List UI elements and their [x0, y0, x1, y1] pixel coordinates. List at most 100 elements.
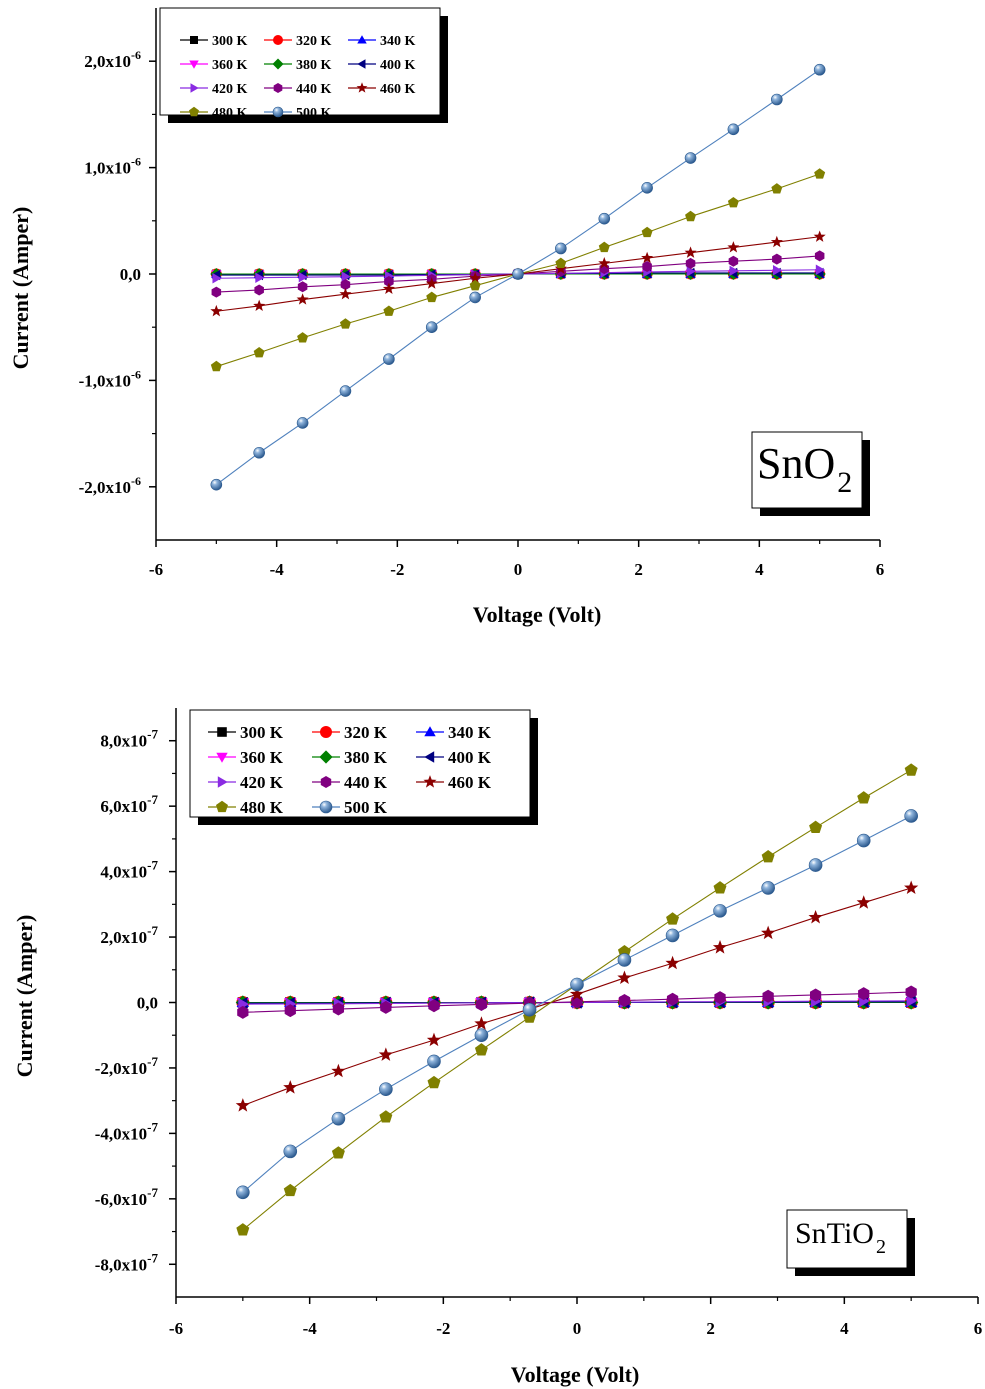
- y-tick-exponent: -7: [147, 1250, 158, 1265]
- y-tick-exponent: -7: [147, 1054, 158, 1069]
- data-point: [598, 241, 610, 253]
- data-point: [761, 925, 776, 940]
- legend-marker: [320, 726, 332, 738]
- data-point: [617, 953, 632, 967]
- y-tick-label: 0,0: [120, 265, 141, 284]
- legend-marker: [356, 82, 368, 93]
- sample-label-box: [751, 431, 863, 509]
- y-tick-exponent: -7: [147, 1185, 158, 1200]
- sample-subscript: 2: [876, 1236, 886, 1258]
- legend-item: 380 K: [312, 748, 388, 767]
- x-tick-label: -2: [436, 1319, 450, 1338]
- data-point: [212, 273, 222, 284]
- legend-label: 500 K: [344, 798, 388, 817]
- y-tick-exponent: -6: [131, 155, 141, 169]
- data-point: [340, 279, 351, 291]
- legend-marker: [190, 83, 199, 93]
- data-point: [713, 904, 727, 918]
- data-point: [253, 299, 266, 312]
- legend-label: 300 K: [212, 34, 248, 49]
- x-tick-label: 4: [755, 560, 764, 579]
- x-tick-label: 4: [840, 1319, 849, 1338]
- data-point: [684, 246, 697, 258]
- y-tick-label: -6,0x10-7: [95, 1185, 159, 1209]
- data-point: [904, 763, 918, 776]
- sample-label-box: [786, 1209, 908, 1269]
- legend-label: 360 K: [212, 58, 248, 73]
- legend-item: 440 K: [264, 82, 332, 97]
- legend-marker: [273, 35, 283, 45]
- legend-item: 460 K: [348, 82, 416, 97]
- data-point: [284, 1004, 296, 1018]
- data-point: [339, 385, 352, 397]
- sample-subscript: 2: [837, 466, 852, 499]
- x-tick-label: 6: [974, 1319, 983, 1338]
- data-point: [813, 63, 826, 76]
- legend-item: 300 K: [208, 723, 284, 742]
- data-point: [469, 279, 481, 291]
- series-points-440k: [237, 985, 917, 1019]
- data-point: [685, 210, 697, 222]
- legend-marker: [424, 726, 436, 737]
- legend-label: 480 K: [240, 798, 284, 817]
- data-point: [427, 1054, 441, 1069]
- data-point: [771, 183, 783, 194]
- legend-marker: [357, 35, 367, 44]
- data-point: [296, 417, 309, 429]
- data-point: [474, 1016, 489, 1030]
- x-tick-label: -4: [270, 560, 285, 579]
- data-point: [253, 446, 265, 459]
- x-tick-label: -4: [303, 1319, 318, 1338]
- legend-label: 440 K: [344, 773, 388, 792]
- data-point: [771, 93, 783, 106]
- legend-label: 380 K: [344, 748, 388, 767]
- legend-item: 380 K: [264, 58, 332, 73]
- legend-label: 400 K: [380, 58, 416, 73]
- y-tick-label: -1,0x10-6: [79, 367, 141, 390]
- legend-item: 400 K: [348, 58, 416, 73]
- y-tick-mantissa: 2,0x10: [100, 928, 147, 947]
- y-tick-mantissa: 0,0: [137, 994, 158, 1013]
- data-point: [428, 999, 440, 1013]
- data-point: [856, 833, 871, 848]
- legend-item: 480 K: [208, 798, 284, 817]
- y-tick-mantissa: -2,0x10: [95, 1059, 147, 1078]
- x-tick-label: 0: [514, 560, 523, 579]
- legend-item: 360 K: [208, 748, 284, 767]
- y-axis-title: Current (Amper): [8, 207, 33, 370]
- legend-item: 320 K: [264, 34, 332, 49]
- legend-label: 460 K: [380, 82, 416, 97]
- legend-item: 420 K: [208, 773, 284, 792]
- chart-panel-1: -6 -4 -2 0 2 4 62,0x10-61,0x10-60,0-1,0x10-6-2…: [8, 7, 884, 627]
- data-point: [469, 271, 482, 284]
- data-point: [727, 123, 740, 136]
- data-point: [339, 318, 351, 329]
- legend-box: [189, 709, 531, 818]
- data-point: [815, 264, 825, 275]
- y-tick-label: 6,0x10-7: [100, 792, 158, 816]
- data-point: [904, 809, 918, 823]
- series-points-480k: [236, 763, 918, 1236]
- sample-label-text: SnO2: [757, 439, 852, 499]
- data-point: [296, 293, 309, 305]
- legend-item: 440 K: [312, 773, 388, 792]
- y-tick-mantissa: -2,0x10: [79, 478, 131, 497]
- legend-marker: [423, 775, 437, 788]
- y-tick-exponent: -6: [131, 474, 141, 488]
- legend: 300 K 320 K 340 K 360 K 380 K 400 K 420 K 440 K…: [189, 709, 538, 825]
- data-point: [813, 230, 826, 242]
- legend-label: 380 K: [296, 58, 332, 73]
- data-point: [475, 997, 488, 1011]
- y-tick-label: 0,0: [137, 994, 158, 1013]
- data-point: [236, 1185, 250, 1200]
- legend-box: [159, 7, 441, 116]
- data-point: [598, 212, 611, 225]
- data-point: [236, 1223, 250, 1236]
- y-tick-mantissa: 4,0x10: [100, 863, 147, 882]
- legend-label: 320 K: [344, 723, 388, 742]
- y-tick-exponent: -7: [147, 727, 158, 742]
- data-point: [641, 182, 653, 194]
- data-point: [255, 272, 265, 283]
- data-point: [665, 955, 680, 970]
- legend-item: 300 K: [180, 34, 248, 49]
